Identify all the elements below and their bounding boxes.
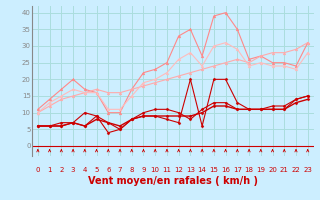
X-axis label: Vent moyen/en rafales ( km/h ): Vent moyen/en rafales ( km/h ) — [88, 176, 258, 186]
